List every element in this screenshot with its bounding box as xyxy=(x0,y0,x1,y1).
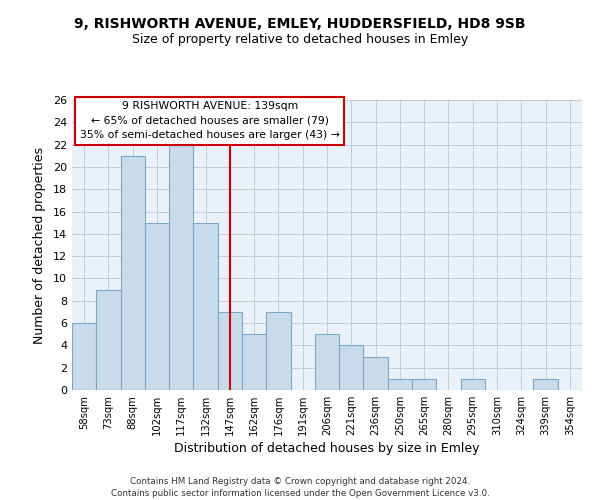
Bar xyxy=(533,379,558,390)
Bar xyxy=(72,323,96,390)
Bar xyxy=(315,334,339,390)
Bar xyxy=(242,334,266,390)
Bar xyxy=(412,379,436,390)
Bar xyxy=(193,222,218,390)
Bar xyxy=(121,156,145,390)
Bar xyxy=(461,379,485,390)
Text: 9 RISHWORTH AVENUE: 139sqm
← 65% of detached houses are smaller (79)
35% of semi: 9 RISHWORTH AVENUE: 139sqm ← 65% of deta… xyxy=(80,102,340,140)
Text: 9, RISHWORTH AVENUE, EMLEY, HUDDERSFIELD, HD8 9SB: 9, RISHWORTH AVENUE, EMLEY, HUDDERSFIELD… xyxy=(74,18,526,32)
Text: Contains HM Land Registry data © Crown copyright and database right 2024.: Contains HM Land Registry data © Crown c… xyxy=(130,478,470,486)
Bar xyxy=(266,312,290,390)
Text: Size of property relative to detached houses in Emley: Size of property relative to detached ho… xyxy=(132,32,468,46)
Bar xyxy=(169,144,193,390)
Bar xyxy=(218,312,242,390)
Bar xyxy=(388,379,412,390)
Y-axis label: Number of detached properties: Number of detached properties xyxy=(33,146,46,344)
Bar xyxy=(339,346,364,390)
Bar xyxy=(96,290,121,390)
Bar xyxy=(364,356,388,390)
X-axis label: Distribution of detached houses by size in Emley: Distribution of detached houses by size … xyxy=(174,442,480,455)
Bar xyxy=(145,222,169,390)
Text: Contains public sector information licensed under the Open Government Licence v3: Contains public sector information licen… xyxy=(110,489,490,498)
